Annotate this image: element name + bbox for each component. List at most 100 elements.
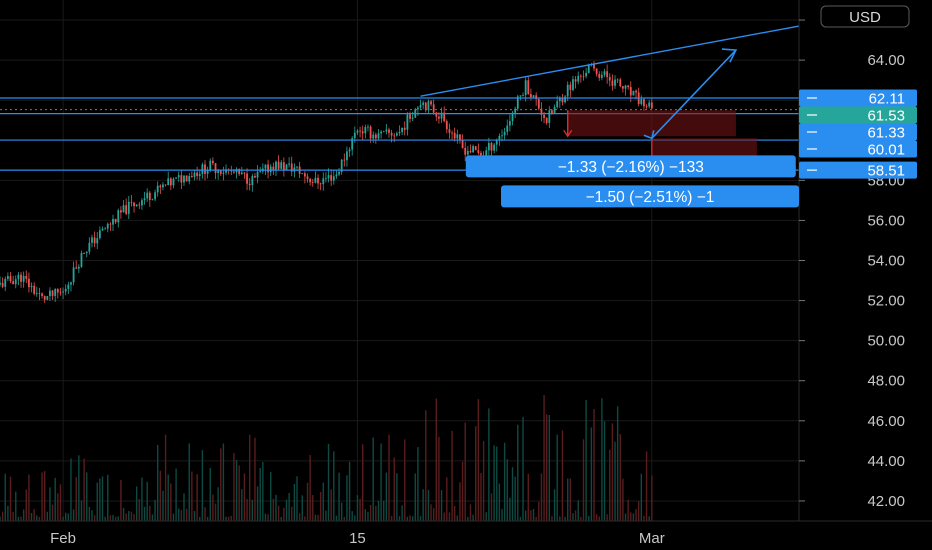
price-tick-label: 44.00 (867, 453, 905, 470)
volume-bar (170, 483, 172, 521)
volume-bar (285, 499, 288, 521)
candle (67, 284, 70, 289)
volume-bar (595, 514, 598, 521)
candle (101, 228, 104, 231)
candle (490, 142, 493, 151)
volume-bar (609, 449, 611, 521)
volume-bar (206, 516, 209, 521)
volume-bar (572, 513, 574, 521)
volume-bar (545, 414, 548, 521)
time-tick-label: 15 (349, 530, 366, 547)
volume-bar (243, 473, 246, 521)
volume-bar (33, 509, 35, 521)
measure-label-box (501, 185, 799, 208)
volume-bar (574, 510, 577, 521)
candle (438, 116, 440, 119)
candle (172, 178, 175, 186)
candle (288, 163, 291, 165)
candle (117, 210, 120, 223)
volume-bar (443, 512, 445, 521)
candle (22, 275, 25, 282)
volume-bar (585, 400, 587, 521)
candle (177, 175, 180, 178)
volume-bar (319, 491, 322, 521)
volume-bar (212, 494, 214, 521)
measure-box[interactable] (567, 110, 736, 137)
time-axis[interactable]: Feb 15 Mar (50, 530, 665, 547)
volume-bar (582, 439, 585, 521)
candle (472, 146, 474, 153)
volume-bar (467, 516, 469, 521)
candle (464, 147, 467, 155)
price-label-box (799, 123, 917, 141)
volume-bar (180, 510, 183, 521)
candle (430, 101, 432, 105)
candle (461, 139, 464, 148)
volume-bar (209, 468, 211, 521)
candle (17, 274, 20, 280)
candle (246, 173, 248, 184)
currency-button[interactable]: USD (820, 5, 910, 28)
volume-bar (469, 504, 472, 521)
volume-bar (475, 426, 477, 521)
candle (285, 164, 288, 170)
volume-bar (241, 489, 243, 521)
volume-bar (522, 416, 524, 521)
candle (401, 127, 404, 132)
volume-bar (272, 498, 275, 521)
candle (46, 296, 49, 300)
candle (627, 85, 630, 88)
volume-bar (59, 484, 62, 521)
volume-bar (343, 516, 346, 521)
volume-bar (548, 414, 551, 521)
volume-bar (414, 473, 416, 521)
volume-bar (201, 450, 204, 521)
candle (106, 223, 109, 229)
volume-bar (22, 509, 25, 521)
candle (361, 131, 364, 134)
candle (330, 175, 333, 181)
price-label-box (799, 140, 917, 158)
candle (443, 112, 446, 122)
candle (424, 102, 427, 111)
volume-bar (369, 504, 372, 521)
candle (532, 95, 535, 98)
volume-bar (485, 512, 487, 521)
volume-bar (138, 498, 140, 521)
volume-bar (340, 502, 343, 521)
volume-bar (616, 406, 619, 521)
candle (432, 104, 435, 113)
candle (574, 79, 577, 82)
candle (254, 176, 256, 178)
candle (466, 150, 469, 155)
projection-arrow-line[interactable] (651, 49, 737, 139)
candle (445, 121, 448, 130)
volume-bar (36, 515, 38, 521)
candle (367, 126, 369, 128)
candle (277, 161, 280, 169)
volume-bar (356, 495, 359, 521)
volume-bar (101, 476, 104, 521)
candle (456, 134, 459, 139)
candle (290, 163, 293, 172)
volume-bar (12, 511, 14, 521)
candle (556, 101, 559, 108)
volume-bar (351, 511, 353, 521)
price-label: 62.11 (869, 90, 905, 107)
volume-bar (569, 478, 572, 521)
volume-bar (322, 482, 324, 521)
volume-bar (645, 451, 648, 521)
candle (577, 75, 580, 82)
volume-bar (185, 508, 188, 521)
volume-bar (277, 505, 280, 521)
volume-bar (67, 513, 70, 521)
candle (369, 126, 372, 139)
candle (188, 175, 191, 182)
volume-bar (270, 471, 272, 521)
volume-bar (448, 512, 451, 521)
trendline[interactable] (420, 25, 800, 97)
candle (133, 202, 135, 207)
price-tick-label: 46.00 (867, 413, 905, 430)
